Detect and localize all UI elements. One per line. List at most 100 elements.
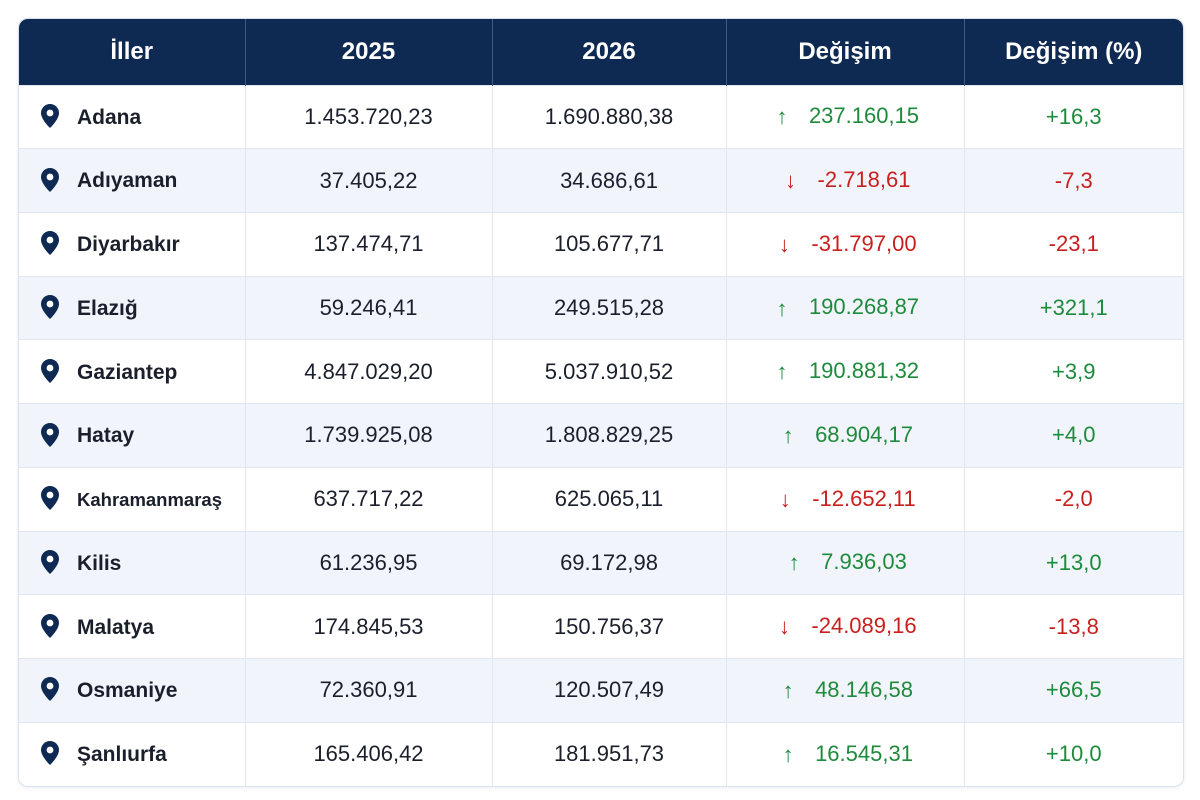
change-value: 16.545,31: [815, 740, 913, 766]
change-value: -12.652,11: [812, 485, 916, 511]
arrow-up-icon: ↑: [776, 359, 788, 385]
arrow-down-icon: ↓: [779, 486, 791, 512]
province-name: Kahramanmaraş: [77, 489, 222, 511]
change-value: -2.718,61: [817, 166, 911, 192]
change-percent-cell: -23,1: [964, 211, 1183, 277]
province-cell: Elazığ: [19, 275, 246, 340]
arrow-down-icon: ↓: [778, 614, 790, 640]
change-value: 68.904,17: [815, 421, 913, 447]
province-name: Adıyaman: [77, 169, 178, 193]
change-value: 237.160,15: [808, 103, 920, 129]
value-2025-cell: 165.406,42: [245, 721, 493, 786]
value-2026-cell: 120.507,49: [492, 657, 727, 723]
value-2025-cell: 37.405,22: [245, 148, 493, 213]
value-2026-cell: 1.690.880,38: [492, 84, 727, 149]
province-name: Malatya: [77, 615, 155, 639]
map-pin-icon: [41, 103, 59, 128]
arrow-up-icon: ↑: [782, 677, 794, 703]
value-2026-cell: 150.756,37: [492, 594, 727, 659]
arrow-up-icon: ↑: [782, 423, 794, 449]
province-name: Şanlıurfa: [77, 743, 167, 767]
change-cell: ↓ -24.089,16: [726, 594, 965, 659]
change-cell: ↑ 7.936,03: [726, 530, 965, 595]
value-2025-cell: 1.453.720,23: [245, 84, 493, 149]
province-cell: Osmaniye: [19, 657, 246, 723]
value-2026-cell: 181.951,73: [492, 721, 727, 786]
change-value: 48.146,58: [815, 676, 913, 702]
change-value: 7.936,03: [821, 549, 907, 575]
table-row[interactable]: Osmaniye 72.360,91 120.507,49 ↑ 48.146,58 +66…: [19, 657, 1183, 723]
change-cell: ↑ 190.268,87: [726, 275, 965, 340]
table-row[interactable]: Elazığ 59.246,41 249.515,28 ↑ 190.268,87 +321…: [19, 275, 1183, 340]
arrow-up-icon: ↑: [776, 104, 788, 130]
column-header-change-percent[interactable]: Değişim (%): [1005, 37, 1143, 65]
header-row: İller 2025 2026 Değişim Değişim (%): [19, 19, 1183, 85]
province-cell: Kilis: [19, 530, 246, 595]
province-cell: Şanlıurfa: [19, 721, 246, 786]
value-2025-cell: 174.845,53: [245, 594, 493, 659]
value-2026-cell: 34.686,61: [492, 148, 727, 213]
change-value: -24.089,16: [811, 613, 917, 639]
map-pin-icon: [41, 486, 59, 511]
arrow-down-icon: ↓: [778, 231, 790, 257]
column-header-province[interactable]: İller: [19, 19, 246, 85]
change-percent-cell: +4,0: [964, 403, 1183, 468]
table-row[interactable]: Gaziantep 4.847.029,20 5.037.910,52 ↑ 190.88…: [19, 339, 1183, 404]
arrow-up-icon: ↑: [776, 295, 788, 321]
province-cell: Kahramanmaraş: [19, 466, 246, 532]
value-2025-cell: 59.246,41: [245, 275, 493, 340]
column-header-2025[interactable]: 2025: [245, 19, 493, 85]
province-name: Hatay: [77, 424, 135, 448]
change-percent-cell: +16,3: [964, 84, 1183, 149]
value-2025-cell: 4.847.029,20: [245, 339, 493, 404]
value-2026-cell: 625.065,11: [492, 466, 727, 532]
map-pin-icon: [41, 677, 59, 702]
column-header-change[interactable]: Değişim: [726, 19, 965, 85]
table-row[interactable]: Kahramanmaraş 637.717,22 625.065,11 ↓ -12.65…: [19, 466, 1183, 532]
change-value: 190.881,32: [808, 358, 920, 384]
province-name: Kilis: [77, 551, 122, 575]
province-cell: Adıyaman: [19, 148, 246, 213]
table-row[interactable]: Şanlıurfa 165.406,42 181.951,73 ↑ 16.545,31 +…: [19, 721, 1183, 786]
column-header-2026[interactable]: 2026: [492, 19, 727, 85]
province-name: Diyarbakır: [77, 233, 180, 257]
change-percent-cell: -7,3: [964, 148, 1183, 213]
change-percent-cell: +13,0: [964, 530, 1183, 595]
change-cell: ↓ -12.652,11: [726, 466, 965, 532]
province-comparison-table: İller 2025 2026 Değişim Değişim (%) Adan…: [18, 18, 1184, 787]
value-2026-cell: 249.515,28: [492, 275, 727, 340]
change-percent-cell: -13,8: [964, 594, 1183, 659]
map-pin-icon: [41, 741, 59, 766]
value-2025-cell: 1.739.925,08: [245, 403, 493, 468]
table-body: Adana 1.453.720,23 1.690.880,38 ↑ 237.160,15…: [19, 84, 1183, 786]
map-pin-icon: [41, 231, 59, 256]
table-row[interactable]: Diyarbakır 137.474,71 105.677,71 ↓ -31.797,0…: [19, 211, 1183, 277]
arrow-down-icon: ↓: [785, 168, 797, 194]
arrow-up-icon: ↑: [788, 550, 800, 576]
change-cell: ↓ -2.718,61: [726, 148, 965, 213]
province-name: Gaziantep: [77, 360, 178, 384]
change-value: 190.268,87: [808, 294, 920, 320]
province-name: Osmaniye: [77, 679, 178, 703]
table-row[interactable]: Adıyaman 37.405,22 34.686,61 ↓ -2.718,61 -7,3: [19, 148, 1183, 213]
value-2025-cell: 72.360,91: [245, 657, 493, 723]
change-cell: ↑ 48.146,58: [726, 657, 965, 723]
value-2026-cell: 5.037.910,52: [492, 339, 727, 404]
map-pin-icon: [41, 422, 59, 447]
table-row[interactable]: Hatay 1.739.925,08 1.808.829,25 ↑ 68.904,17 +…: [19, 403, 1183, 468]
province-name: Adana: [77, 105, 142, 129]
table-row[interactable]: Adana 1.453.720,23 1.690.880,38 ↑ 237.160,15…: [19, 84, 1183, 149]
value-2025-cell: 637.717,22: [245, 466, 493, 532]
province-name: Elazığ: [77, 297, 138, 321]
arrow-up-icon: ↑: [782, 741, 794, 767]
change-cell: ↑ 68.904,17: [726, 403, 965, 468]
table-row[interactable]: Kilis 61.236,95 69.172,98 ↑ 7.936,03 +13,0: [19, 530, 1183, 595]
map-pin-icon: [41, 358, 59, 383]
change-percent-cell: -2,0: [964, 466, 1183, 532]
data-table: İller 2025 2026 Değişim Değişim (%) Adan…: [19, 19, 1183, 786]
change-percent-cell: +321,1: [964, 275, 1183, 340]
change-cell: ↑ 16.545,31: [726, 721, 965, 786]
province-cell: Adana: [19, 84, 246, 149]
table-row[interactable]: Malatya 174.845,53 150.756,37 ↓ -24.089,16 -1…: [19, 594, 1183, 659]
change-cell: ↑ 190.881,32: [726, 339, 965, 404]
